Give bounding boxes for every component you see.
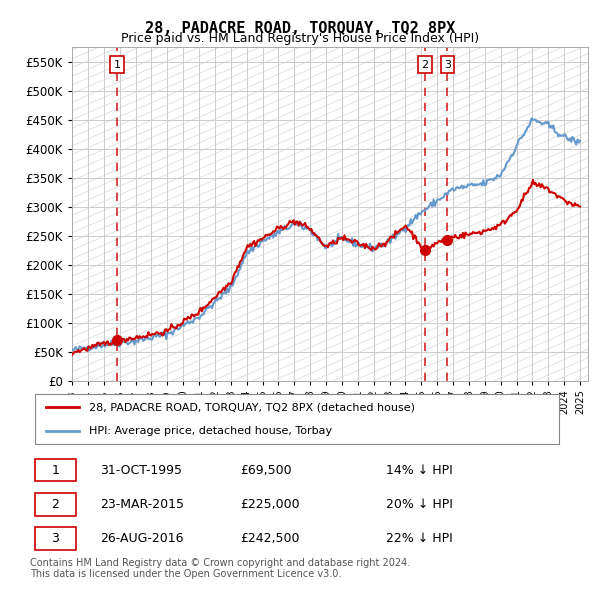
Text: 23-MAR-2015: 23-MAR-2015 [100,498,184,511]
FancyBboxPatch shape [35,527,76,550]
Text: HPI: Average price, detached house, Torbay: HPI: Average price, detached house, Torb… [89,425,332,435]
Text: £242,500: £242,500 [241,532,300,545]
Text: 28, PADACRE ROAD, TORQUAY, TQ2 8PX: 28, PADACRE ROAD, TORQUAY, TQ2 8PX [145,21,455,35]
Text: 14% ↓ HPI: 14% ↓ HPI [386,464,453,477]
FancyBboxPatch shape [35,459,76,481]
FancyBboxPatch shape [35,493,76,516]
Text: 20% ↓ HPI: 20% ↓ HPI [386,498,453,511]
Text: 28, PADACRE ROAD, TORQUAY, TQ2 8PX (detached house): 28, PADACRE ROAD, TORQUAY, TQ2 8PX (deta… [89,402,415,412]
Text: Price paid vs. HM Land Registry's House Price Index (HPI): Price paid vs. HM Land Registry's House … [121,32,479,45]
Text: 26-AUG-2016: 26-AUG-2016 [100,532,184,545]
Text: 1: 1 [113,60,121,70]
Text: 31-OCT-1995: 31-OCT-1995 [100,464,182,477]
Text: 3: 3 [52,532,59,545]
Text: 1: 1 [52,464,59,477]
Text: £225,000: £225,000 [241,498,300,511]
Text: 2: 2 [421,60,428,70]
Text: Contains HM Land Registry data © Crown copyright and database right 2024.
This d: Contains HM Land Registry data © Crown c… [30,558,410,579]
Text: 3: 3 [444,60,451,70]
Text: 2: 2 [52,498,59,511]
Text: £69,500: £69,500 [241,464,292,477]
Text: 22% ↓ HPI: 22% ↓ HPI [386,532,453,545]
FancyBboxPatch shape [35,395,559,444]
